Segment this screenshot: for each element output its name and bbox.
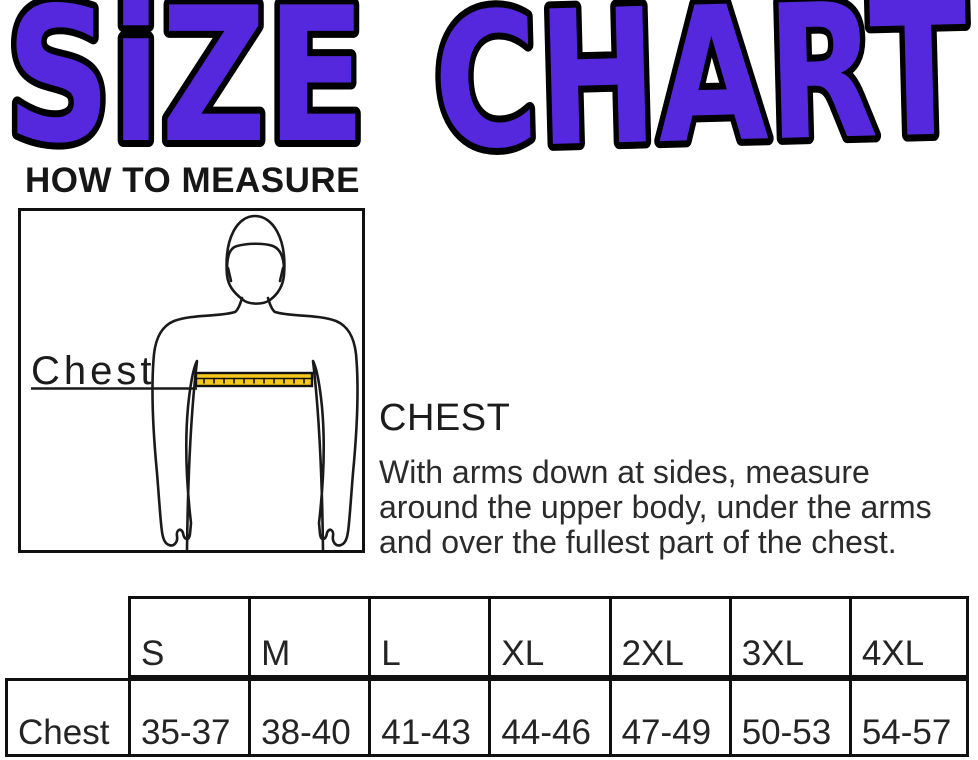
size-column-header: XL [488,596,609,678]
tape-ticks [203,379,305,384]
hairline [225,242,286,283]
table-corner-blank [5,596,128,678]
chest-measurement: 35-37 [128,678,249,757]
size-table: S M L XL 2XL 3XL 4XL Chest 35-37 38-40 4… [5,596,969,757]
body-figure-illustration: Chest [31,214,359,550]
chest-section-heading: CHEST [379,397,511,439]
chest-measurement: 50-53 [728,678,849,757]
instruction-line: With arms down at sides, measure [379,454,870,490]
size-column-header: S [128,596,249,678]
size-column-header: L [368,596,489,678]
head-outline [225,214,286,305]
how-to-measure-heading: HOW TO MEASURE [25,161,360,200]
size-column-header: M [248,596,369,678]
chest-measurement: 54-57 [848,678,969,757]
chest-measurement: 47-49 [608,678,729,757]
body-left-side [151,296,244,550]
instruction-line: around the upper body, under the arms [379,489,932,525]
chest-instructions: With arms down at sides, measure around … [379,455,932,560]
size-column-header: 3XL [728,596,849,678]
size-column-header: 2XL [608,596,729,678]
chest-measurement: 38-40 [248,678,369,757]
row-label-chest: Chest [5,678,128,757]
title-word-chart: CHART [431,0,970,158]
instruction-line: and over the fullest part of the chest. [379,524,897,560]
measurement-diagram: Chest [18,208,365,553]
chest-pointer-label: Chest [31,349,156,393]
title-word-size: SiZE [6,0,366,158]
page-title: SiZE CHART [0,0,977,158]
size-column-header: 4XL [848,596,969,678]
measuring-tape [194,371,314,388]
body-right-side [266,296,359,550]
chest-measurement: 44-46 [488,678,609,757]
chest-measurement: 41-43 [368,678,489,757]
